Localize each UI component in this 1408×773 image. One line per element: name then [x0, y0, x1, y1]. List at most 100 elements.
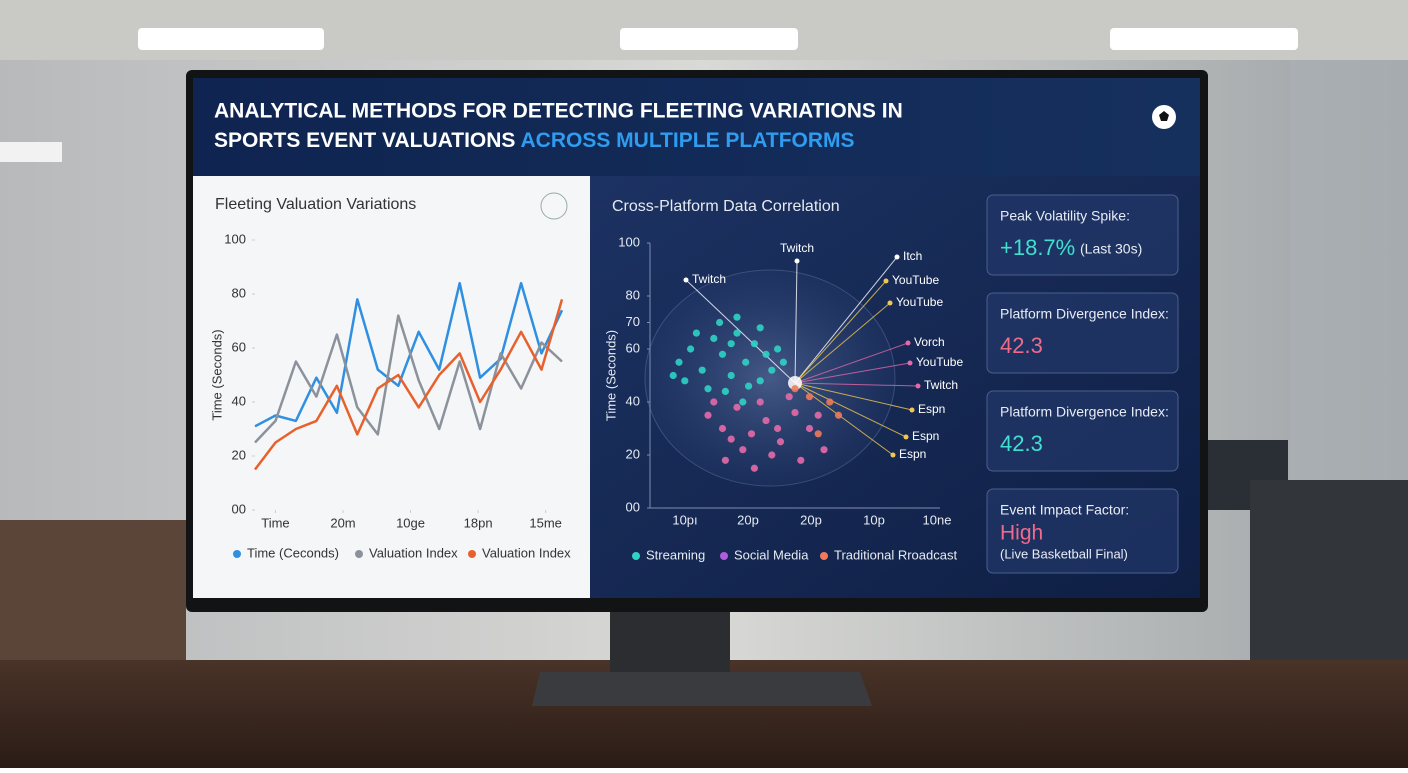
point	[785, 393, 793, 401]
legend-swatch	[355, 550, 363, 558]
point	[733, 329, 741, 337]
y-tick-label: 20	[626, 446, 640, 461]
y-tick-label: 100	[618, 234, 640, 249]
point	[739, 446, 747, 454]
point	[747, 430, 756, 438]
point	[791, 385, 799, 393]
point	[826, 398, 834, 406]
legend-swatch	[632, 552, 640, 560]
legend-swatch	[468, 550, 476, 558]
card-label: Peak Volatility Spike:	[1000, 208, 1130, 224]
point	[727, 340, 735, 348]
annotation: YouTube	[896, 295, 943, 309]
header-bg	[193, 78, 1200, 176]
legend-label: Streaming	[646, 547, 705, 562]
x-tick-label: 10p	[863, 512, 885, 527]
point	[797, 456, 805, 464]
legend-label: Traditional Rroadcast	[834, 547, 957, 562]
annotation-dot	[903, 434, 909, 440]
point	[704, 411, 712, 419]
y-tick-label: 60	[232, 339, 246, 354]
card-value: High	[1000, 522, 1043, 545]
legend-label: Time (Ceconds)	[247, 545, 339, 560]
x-tick-label: 18pn	[464, 515, 493, 530]
annotation-ray	[794, 260, 798, 384]
point	[756, 324, 764, 332]
point	[750, 464, 759, 472]
card	[986, 390, 1179, 472]
annotation-ray	[794, 280, 887, 384]
title-line: ANALYTICAL METHODS FOR DETECTING FLEETIN…	[214, 100, 903, 123]
annotation-ray	[794, 382, 907, 438]
chart-title: Cross-Platform Data Correlation	[612, 198, 840, 215]
annotation-ray	[794, 302, 891, 384]
point	[687, 345, 695, 353]
x-tick-label: 20p	[737, 512, 759, 527]
card-value: 42.3	[1000, 431, 1043, 456]
y-tick-label: 80	[626, 287, 640, 302]
annotation-ray	[794, 382, 919, 387]
point	[774, 345, 782, 353]
y-axis-label: Time (Seconds)	[209, 329, 224, 420]
y-tick-label: 00	[232, 501, 246, 516]
annotation-dot	[909, 407, 915, 413]
y-tick-label: 80	[232, 285, 246, 300]
annotation-dot	[683, 277, 689, 283]
card-value: +18.7%	[1000, 235, 1075, 260]
point	[774, 424, 782, 433]
annotation-ray	[794, 362, 911, 384]
annotation: Twitch	[692, 272, 726, 286]
point	[733, 403, 741, 411]
title-highlight: ACROSS MULTIPLE PLATFORMS	[520, 129, 854, 152]
point	[768, 451, 776, 459]
card	[986, 292, 1179, 374]
annotation: YouTube	[916, 355, 963, 369]
card-note: (Live Basketball Final)	[1000, 546, 1128, 561]
point	[716, 318, 724, 327]
point	[745, 382, 753, 390]
x-tick-label: Time	[261, 515, 289, 530]
annotation: Vorch	[914, 335, 945, 349]
annotation-dot	[794, 258, 800, 264]
line	[254, 281, 564, 428]
point	[704, 385, 712, 393]
annotation-dot	[905, 340, 911, 346]
x-tick-label: 10ge	[396, 515, 425, 530]
annotation-dot	[887, 300, 893, 306]
title-text: SPORTS EVENT VALUATIONS	[214, 129, 515, 152]
point	[739, 398, 747, 406]
annotation-dot	[890, 452, 896, 458]
card-note: (Last 30s)	[1080, 241, 1142, 257]
legend-label: Valuation Index	[369, 545, 458, 560]
annotation: Twitch	[924, 378, 958, 392]
point	[733, 313, 741, 321]
x-tick-label: 10pı	[672, 512, 697, 527]
cluster-halo	[644, 269, 896, 487]
y-tick-label: 100	[224, 231, 246, 246]
x-tick-label: 20m	[330, 515, 355, 530]
annotation: Twitch	[780, 241, 814, 255]
y-tick-label: 60	[626, 340, 640, 355]
point	[727, 435, 735, 443]
x-tick-label: 10ne	[923, 512, 952, 527]
line	[254, 299, 564, 471]
point	[805, 393, 814, 401]
annotation-ray	[794, 342, 909, 384]
point	[718, 350, 727, 358]
point	[820, 446, 828, 454]
annotation-dot	[894, 254, 900, 260]
x-tick-label: 15me	[529, 515, 562, 530]
point	[718, 424, 727, 433]
ball-icon	[1152, 105, 1176, 129]
card-label: Platform Divergence Index:	[1000, 404, 1169, 420]
y-tick-label: 40	[626, 393, 640, 408]
annotation-dot	[907, 360, 913, 366]
annotation: YouTube	[892, 273, 939, 287]
point	[727, 371, 735, 380]
legend-label: Valuation Index	[482, 545, 571, 560]
legend-swatch	[820, 552, 828, 560]
panel-icon	[540, 192, 568, 220]
legend-swatch	[233, 550, 241, 558]
annotation-ray	[685, 279, 796, 384]
